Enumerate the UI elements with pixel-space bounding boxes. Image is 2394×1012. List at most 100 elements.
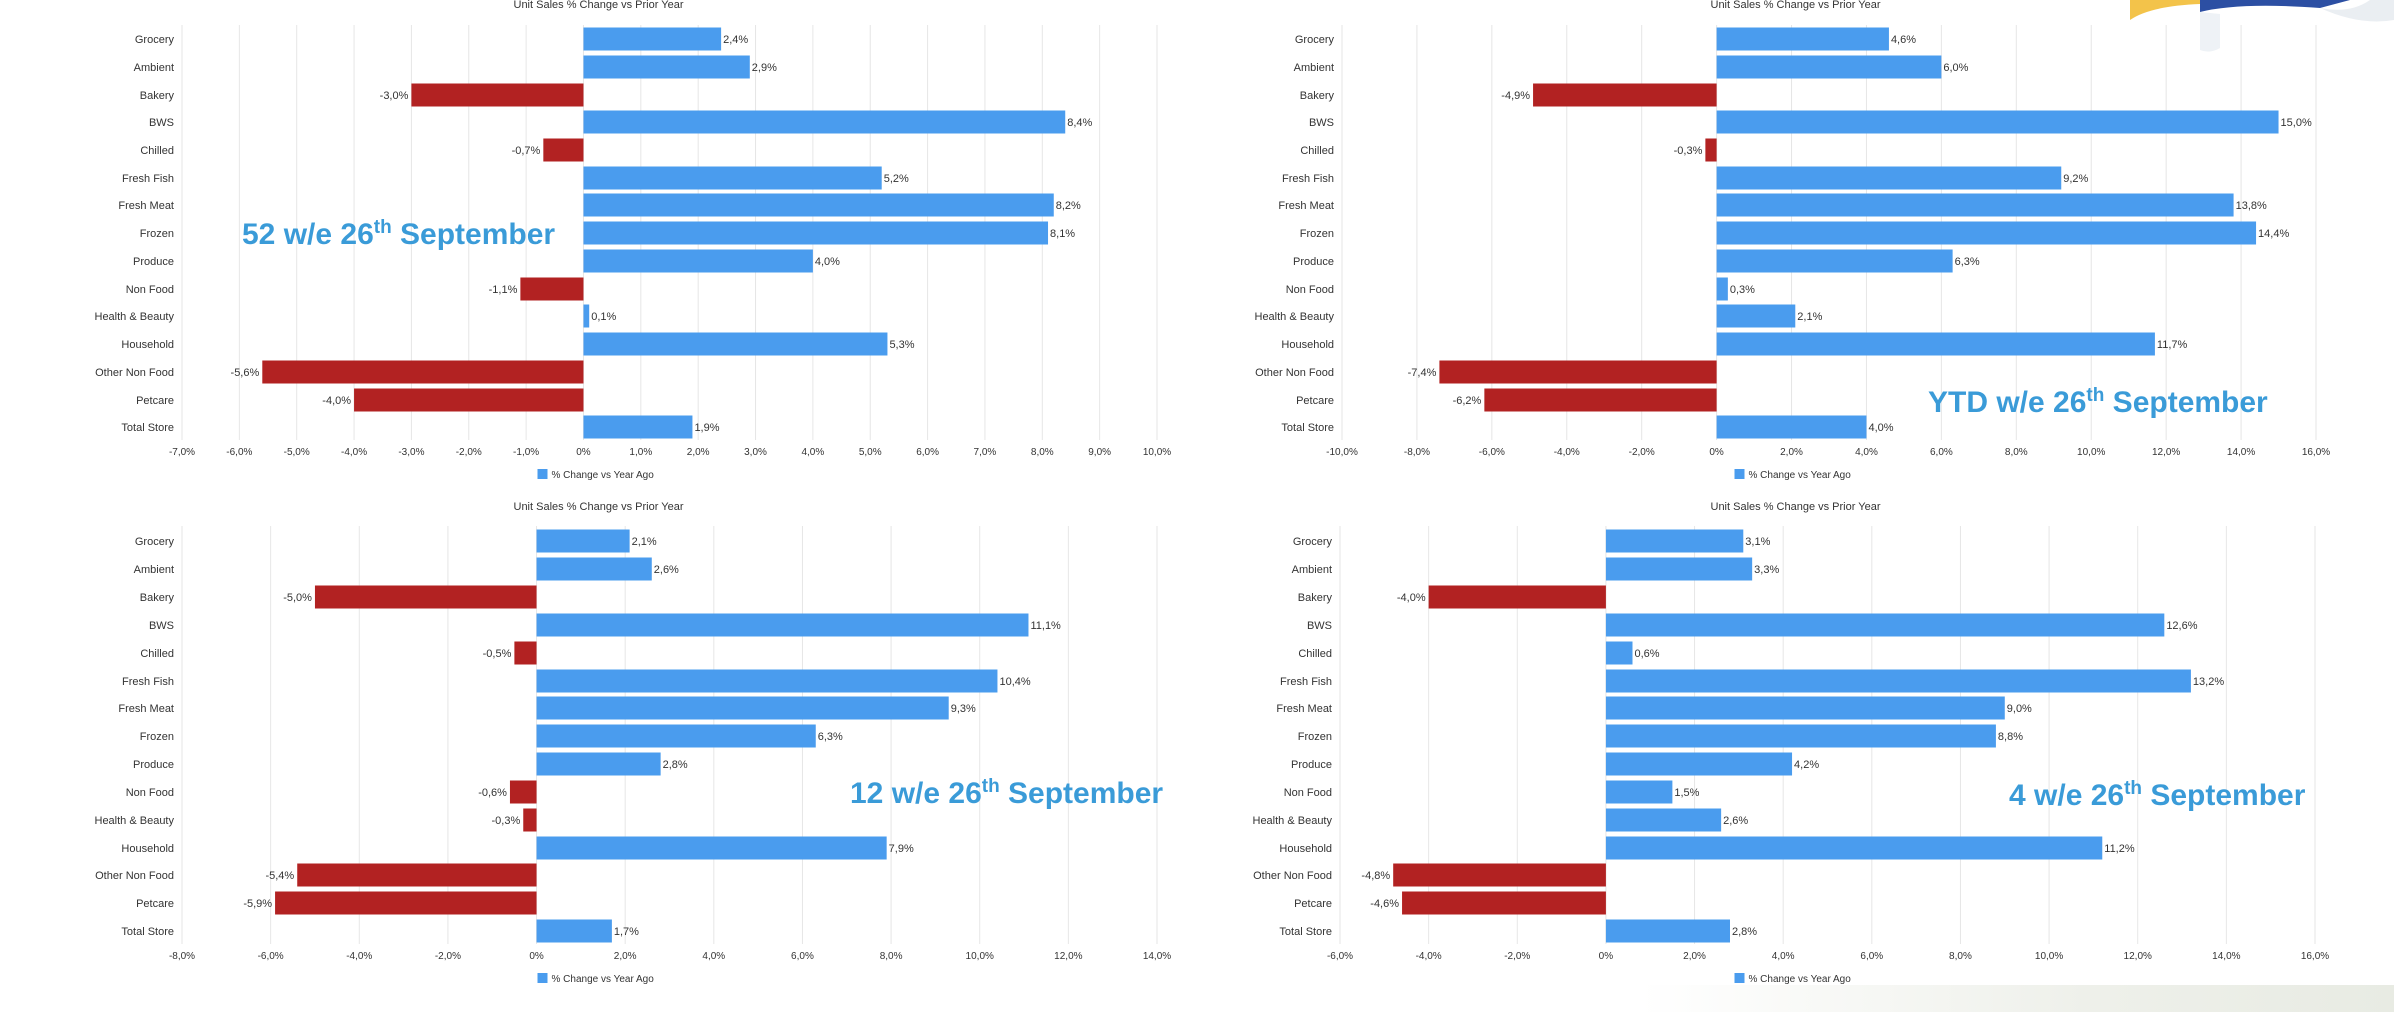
category-label: Household: [121, 339, 174, 351]
bar: [583, 415, 693, 439]
bar: [1716, 27, 1889, 51]
data-label: 13,2%: [2193, 676, 2224, 688]
bar: [1605, 780, 1673, 804]
category-label: Frozen: [1298, 731, 1332, 743]
bar: [514, 641, 537, 665]
category-label: Health & Beauty: [1255, 311, 1335, 323]
bar: [1716, 415, 1867, 439]
bar: [536, 752, 661, 776]
data-label: -3,0%: [380, 90, 409, 102]
bar: [411, 83, 584, 107]
legend-label: % Change vs Year Ago: [1749, 470, 1852, 481]
category-label: Produce: [1291, 759, 1332, 771]
data-label: 4,0%: [815, 256, 840, 268]
legend-label: % Change vs Year Ago: [1749, 974, 1852, 985]
x-tick-label: -6,0%: [1327, 951, 1353, 962]
data-label: 2,8%: [663, 759, 688, 771]
bar: [1605, 613, 2165, 637]
chart-panel-4-weeks: Unit Sales % Change vs Prior Year -6,0% -4…: [1197, 500, 2394, 1000]
category-label: Fresh Meat: [1276, 703, 1332, 715]
data-label: 7,9%: [889, 843, 914, 855]
data-label: 10,4%: [999, 676, 1030, 688]
x-tick-label: 6,0%: [1930, 447, 1953, 458]
bar: [1605, 669, 2191, 693]
data-label: -5,9%: [243, 898, 272, 910]
x-tick-label: 8,0%: [1031, 447, 1054, 458]
category-label: Chilled: [1298, 648, 1332, 660]
data-label: 9,2%: [2063, 173, 2088, 185]
bar: [523, 808, 537, 832]
data-label: 2,6%: [1723, 815, 1748, 827]
category-label: Total Store: [1279, 926, 1332, 938]
bar: [1484, 388, 1717, 412]
x-tick-label: 4,0%: [1772, 951, 1795, 962]
x-tick-label: 14,0%: [2212, 951, 2240, 962]
bar: [536, 613, 1029, 637]
x-tick-label: -4,0%: [1416, 951, 1442, 962]
category-label: Chilled: [140, 145, 174, 157]
legend-swatch: [1734, 469, 1745, 479]
data-label: 6,3%: [1955, 256, 1980, 268]
x-tick-label: 2,0%: [1683, 951, 1706, 962]
legend-swatch: [1734, 973, 1745, 983]
data-label: 3,1%: [1745, 536, 1770, 548]
bar: [354, 388, 584, 412]
bar: [1605, 529, 1744, 553]
category-label: Fresh Fish: [122, 676, 174, 688]
bar: [262, 360, 584, 384]
x-tick-label: -2,0%: [1504, 951, 1530, 962]
data-label: 2,6%: [654, 564, 679, 576]
data-label: 9,3%: [951, 703, 976, 715]
data-label: 2,9%: [752, 62, 777, 74]
data-label: 3,3%: [1754, 564, 1779, 576]
x-tick-label: 12,0%: [2152, 447, 2180, 458]
bottom-right-fade-decoration: [1640, 985, 2394, 1012]
data-label: 11,1%: [1030, 620, 1061, 632]
data-label: 0,1%: [591, 311, 616, 323]
bar: [1533, 83, 1717, 107]
category-label: Health & Beauty: [95, 815, 175, 827]
chart-panel-ytd: Unit Sales % Change vs Prior Year -10,0% -…: [1197, 0, 2394, 495]
x-tick-label: -2,0%: [1629, 447, 1655, 458]
category-label: Non Food: [126, 787, 174, 799]
category-label: Produce: [1293, 256, 1334, 268]
period-overlay-52-weeks: 52 w/e 26th September: [242, 217, 555, 252]
data-label: -5,4%: [265, 870, 294, 882]
data-label: 8,4%: [1067, 117, 1092, 129]
x-tick-label: 6,0%: [916, 447, 939, 458]
category-label: Chilled: [140, 648, 174, 660]
bar: [1716, 166, 2062, 190]
x-tick-label: -10,0%: [1326, 447, 1358, 458]
data-label: -7,4%: [1408, 367, 1437, 379]
category-label: BWS: [1309, 117, 1334, 129]
x-tick-label: 8,0%: [1949, 951, 1972, 962]
data-label: -4,6%: [1370, 898, 1399, 910]
x-tick-label: 0%: [1709, 447, 1724, 458]
data-label: 13,8%: [2236, 200, 2267, 212]
bar: [536, 724, 816, 748]
data-label: 0,6%: [1635, 648, 1660, 660]
x-tick-label: 0%: [1599, 951, 1614, 962]
data-label: -1,1%: [489, 284, 518, 296]
x-tick-label: 10,0%: [2077, 447, 2105, 458]
x-tick-label: 8,0%: [2005, 447, 2028, 458]
data-label: 2,1%: [632, 536, 657, 548]
category-label: Chilled: [1300, 145, 1334, 157]
bar: [583, 166, 882, 190]
data-label: 1,5%: [1674, 787, 1699, 799]
bar: [1402, 891, 1606, 915]
category-label: Grocery: [135, 536, 175, 548]
data-label: 5,3%: [889, 339, 914, 351]
x-tick-label: -2,0%: [456, 447, 482, 458]
data-label: 6,0%: [1943, 62, 1968, 74]
bar: [583, 110, 1066, 134]
bar: [536, 836, 887, 860]
category-label: BWS: [1307, 620, 1332, 632]
bar: [509, 780, 537, 804]
data-label: -4,0%: [1397, 592, 1426, 604]
category-label: Bakery: [1298, 592, 1333, 604]
corner-logo-decoration: [2130, 0, 2394, 52]
data-label: 11,2%: [2104, 843, 2135, 855]
period-overlay-12-weeks: 12 w/e 26th September: [850, 776, 1163, 811]
x-tick-label: -4,0%: [341, 447, 367, 458]
